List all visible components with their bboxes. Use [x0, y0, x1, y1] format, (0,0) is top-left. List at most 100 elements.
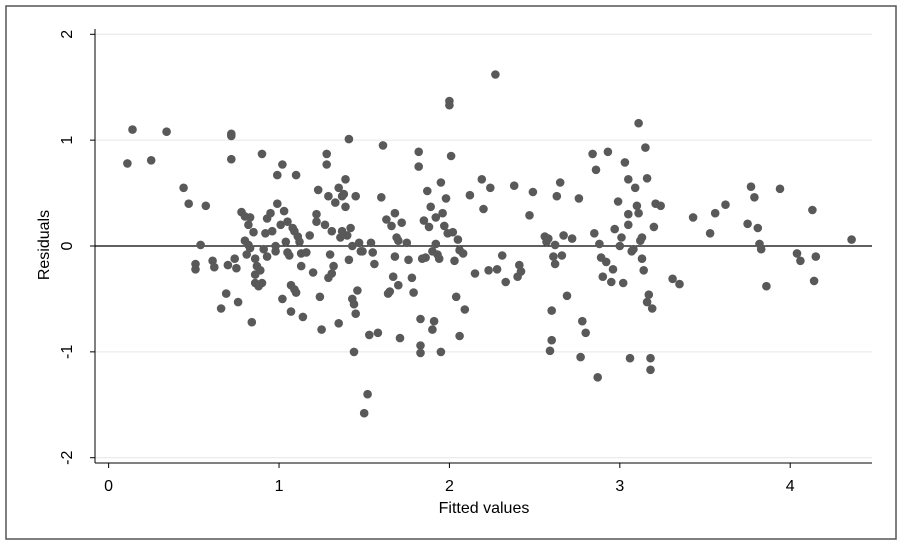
- scatter-point: [201, 201, 211, 211]
- scatter-point: [388, 272, 398, 282]
- scatter-point: [550, 259, 560, 269]
- scatter-point: [528, 187, 538, 197]
- x-tick-label: 2: [445, 478, 454, 495]
- scatter-point: [525, 211, 534, 220]
- scatter-point: [441, 194, 451, 203]
- scatter-point: [191, 265, 200, 274]
- scatter-point: [598, 272, 608, 282]
- scatter-point: [634, 118, 643, 128]
- scatter-point: [313, 185, 323, 195]
- scatter-point: [516, 267, 526, 276]
- scatter-point: [491, 70, 500, 79]
- scatter-point: [341, 202, 350, 212]
- scatter-point: [434, 254, 444, 263]
- scatter-point: [431, 239, 441, 249]
- scatter-point: [710, 208, 720, 218]
- scatter-point: [302, 248, 311, 257]
- scatter-point: [378, 141, 388, 150]
- scatter-point: [397, 218, 407, 227]
- y-tick-label: -1: [59, 345, 76, 359]
- scatter-point: [273, 170, 282, 180]
- scatter-point: [261, 229, 270, 238]
- scatter-point: [358, 247, 367, 256]
- scatter-point: [547, 306, 556, 315]
- data-points: [123, 70, 856, 418]
- scatter-point: [429, 316, 439, 326]
- scatter-point: [455, 331, 464, 341]
- scatter-point: [644, 290, 654, 300]
- scatter-point: [322, 149, 332, 159]
- scatter-point: [615, 241, 625, 251]
- scatter-point: [370, 259, 379, 269]
- scatter-point: [414, 162, 424, 171]
- scatter-point: [445, 100, 454, 110]
- scatter-point: [377, 193, 386, 202]
- scatter-point: [230, 254, 239, 263]
- scatter-point: [317, 325, 326, 334]
- scatter-point: [629, 244, 638, 254]
- scatter-point: [359, 408, 369, 418]
- scatter-point: [249, 227, 258, 237]
- scatter-point: [285, 251, 294, 260]
- scatter-point: [646, 365, 655, 375]
- scatter-point: [625, 353, 635, 363]
- scatter-point: [578, 316, 587, 326]
- scatter-point: [331, 198, 340, 207]
- scatter-point: [244, 220, 253, 230]
- scatter-point: [245, 243, 255, 253]
- scatter-point: [394, 280, 403, 290]
- scatter-point: [656, 201, 665, 211]
- scatter-point: [567, 234, 577, 243]
- scatter-point: [385, 287, 395, 296]
- scatter-point: [373, 328, 383, 338]
- x-tick-label: 0: [104, 478, 113, 495]
- scatter-point: [637, 233, 647, 242]
- scatter-point: [232, 263, 241, 273]
- scatter-point: [792, 249, 802, 258]
- scatter-point: [847, 235, 856, 244]
- scatter-point: [438, 208, 447, 218]
- scatter-point: [595, 239, 604, 249]
- scatter-point: [688, 213, 698, 222]
- scatter-point: [245, 213, 255, 222]
- scatter-point: [402, 238, 412, 248]
- scatter-point: [591, 165, 601, 175]
- scatter-point: [775, 184, 785, 194]
- scatter-point: [440, 221, 449, 231]
- scatter-point: [641, 143, 650, 152]
- scatter-point: [162, 127, 171, 136]
- scatter-point: [409, 288, 418, 297]
- scatter-point: [353, 286, 362, 295]
- scatter-point: [387, 221, 396, 231]
- scatter-point: [460, 305, 470, 314]
- scatter-point: [421, 253, 430, 262]
- scatter-point: [581, 328, 590, 338]
- scatter-point: [811, 252, 821, 261]
- scatter-point: [424, 222, 434, 232]
- scatter-point: [283, 217, 292, 226]
- scatter-point: [291, 288, 301, 297]
- scatter-point: [484, 266, 493, 275]
- scatter-point: [278, 160, 287, 169]
- scatter-point: [608, 265, 618, 274]
- scatter-point: [146, 156, 156, 165]
- scatter-point: [423, 186, 432, 196]
- scatter-point: [624, 175, 633, 184]
- scatter-point: [431, 213, 441, 222]
- scatter-point: [630, 183, 640, 193]
- scatter-point: [419, 216, 429, 225]
- scatter-point: [809, 276, 819, 286]
- scatter-point: [267, 226, 277, 236]
- scatter-point: [552, 191, 562, 201]
- scatter-point: [298, 312, 308, 322]
- scatter-point: [414, 147, 424, 157]
- scatter-point: [295, 237, 304, 247]
- scatter-point: [545, 346, 555, 356]
- scatter-point: [601, 257, 611, 267]
- chart-frame: [5, 5, 897, 540]
- scatter-point: [281, 237, 291, 247]
- scatter-point: [555, 178, 565, 187]
- scatter-point: [179, 183, 188, 193]
- scatter-point: [296, 261, 306, 271]
